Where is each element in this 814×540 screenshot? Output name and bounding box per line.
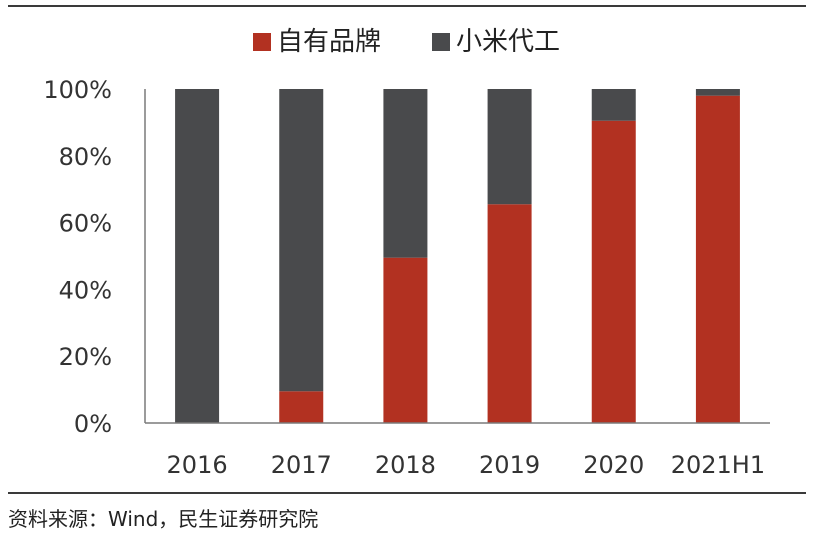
y-tick-label: 60% [59,210,112,238]
legend: 自有品牌 小米代工 [253,27,560,57]
x-axis: 2016 2017 2018 2019 2020 2021H1 [145,422,770,479]
bar-own-brand-2021H1 [695,95,740,424]
bar-own-brand-2017 [279,391,324,423]
bar-xiaomi-oem-2016 [175,89,220,423]
x-tick-label: 2017 [271,451,332,479]
legend-swatch-2 [432,33,450,51]
bar-xiaomi-oem-2019 [487,89,532,205]
y-axis: 0% 20% 40% 60% 80% 100% [43,76,146,438]
y-tick-label: 40% [59,276,112,304]
bar-own-brand-2020 [591,120,636,423]
x-tick-label: 2020 [583,451,644,479]
source-note: 资料来源：Wind，民生证券研究院 [8,507,319,531]
x-tick-label: 2018 [375,451,436,479]
bar-xiaomi-oem-2020 [591,89,636,121]
legend-swatch-1 [253,33,271,51]
y-tick-label: 20% [59,343,112,371]
y-tick-label: 80% [59,143,112,171]
bar-xiaomi-oem-2018 [383,89,428,258]
bar-xiaomi-oem-2021H1 [695,89,740,96]
bars [175,89,740,424]
legend-label-1: 自有品牌 [277,27,381,57]
top-rule [8,5,806,7]
bar-own-brand-2019 [487,204,532,423]
x-tick-label: 2016 [167,451,228,479]
bar-own-brand-2018 [383,257,428,423]
x-tick-label: 2021H1 [671,451,765,479]
y-tick-label: 0% [74,410,112,438]
legend-label-2: 小米代工 [456,27,560,57]
bar-xiaomi-oem-2017 [279,89,324,392]
y-tick-label: 100% [43,76,112,104]
bottom-rule [8,492,806,494]
x-tick-label: 2019 [479,451,540,479]
